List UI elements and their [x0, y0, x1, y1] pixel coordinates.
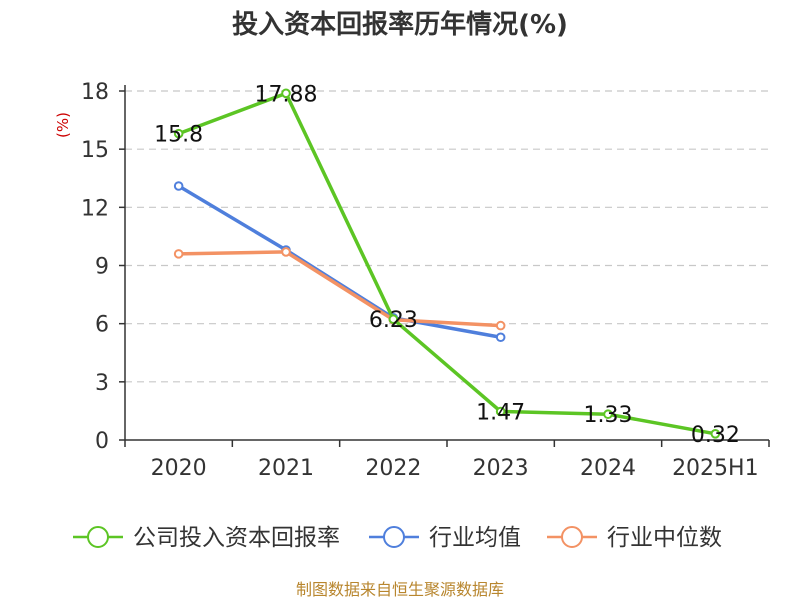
x-tick-label-2024: 2024 — [580, 456, 636, 481]
series-2-point-0 — [173, 249, 184, 259]
series-1-point-0 — [173, 181, 184, 191]
series-0-point-4 — [603, 409, 613, 420]
series-line-0 — [178, 91, 716, 436]
legend-item-0: 公司投入资本回报率 — [73, 525, 340, 551]
data-label-2022: 6.23 — [369, 308, 418, 333]
data-label-2023: 1.47 — [476, 400, 525, 425]
y-tick-label-3: 3 — [95, 371, 109, 396]
y-tick-labels: 0 3 6 9 12 15 18 — [81, 80, 109, 454]
legend-marker-1 — [383, 526, 405, 548]
legend-marker-0 — [87, 526, 109, 548]
series-line-2 — [178, 250, 501, 328]
series-0 — [173, 88, 721, 439]
y-tick-label-0: 0 — [95, 429, 109, 454]
series-0-point-0 — [173, 128, 184, 139]
data-label-2021: 17.88 — [255, 82, 318, 107]
legend-label-0: 公司投入资本回报率 — [133, 525, 340, 551]
legend-label-1: 行业均值 — [429, 525, 521, 551]
series-2-point-1 — [281, 247, 291, 257]
legend-marker-2 — [561, 526, 583, 548]
series-0-point-5 — [710, 428, 721, 439]
series-0-point-3 — [495, 406, 506, 417]
x-tick-label-2020: 2020 — [151, 456, 207, 481]
series-0-point-1 — [281, 88, 291, 99]
source-footer: 制图数据来自恒生聚源数据库 — [296, 580, 504, 599]
y-tick-label-18: 18 — [81, 80, 109, 105]
y-tick-label-9: 9 — [95, 255, 109, 280]
x-tick-label-2023: 2023 — [473, 456, 529, 481]
y-tick-label-6: 6 — [95, 313, 109, 338]
chart-title: 投入资本回报率历年情况(%) — [232, 9, 568, 40]
legend-label-2: 行业中位数 — [607, 525, 722, 551]
y-axis-label: (%) — [54, 112, 72, 138]
series-1-point-3 — [495, 332, 506, 343]
legend-item-1: 行业均值 — [369, 525, 521, 551]
x-tick-label-2022: 2022 — [365, 456, 421, 481]
x-tick-label-2025H1: 2025H1 — [672, 456, 759, 481]
data-label-2025H1: 0.32 — [691, 423, 740, 448]
legend: 公司投入资本回报率 行业均值 行业中位数 — [73, 525, 722, 551]
data-label-2024: 1.33 — [584, 403, 633, 428]
y-tick-label-12: 12 — [81, 196, 109, 221]
gridlines — [125, 90, 769, 383]
series-2-point-3 — [495, 320, 506, 331]
y-tick-label-15: 15 — [81, 138, 109, 163]
data-labels: 15.8 17.88 6.23 1.47 1.33 0.32 — [154, 82, 740, 447]
series-2 — [173, 247, 506, 331]
legend-item-2: 行业中位数 — [547, 525, 722, 551]
x-tick-labels: 2020 2021 2022 2023 2024 2025H1 — [151, 456, 759, 481]
data-label-2020: 15.8 — [154, 123, 203, 148]
x-tick-label-2021: 2021 — [258, 456, 314, 481]
axes — [119, 85, 770, 447]
series-lines — [173, 88, 721, 439]
series-0-point-2 — [388, 314, 399, 325]
